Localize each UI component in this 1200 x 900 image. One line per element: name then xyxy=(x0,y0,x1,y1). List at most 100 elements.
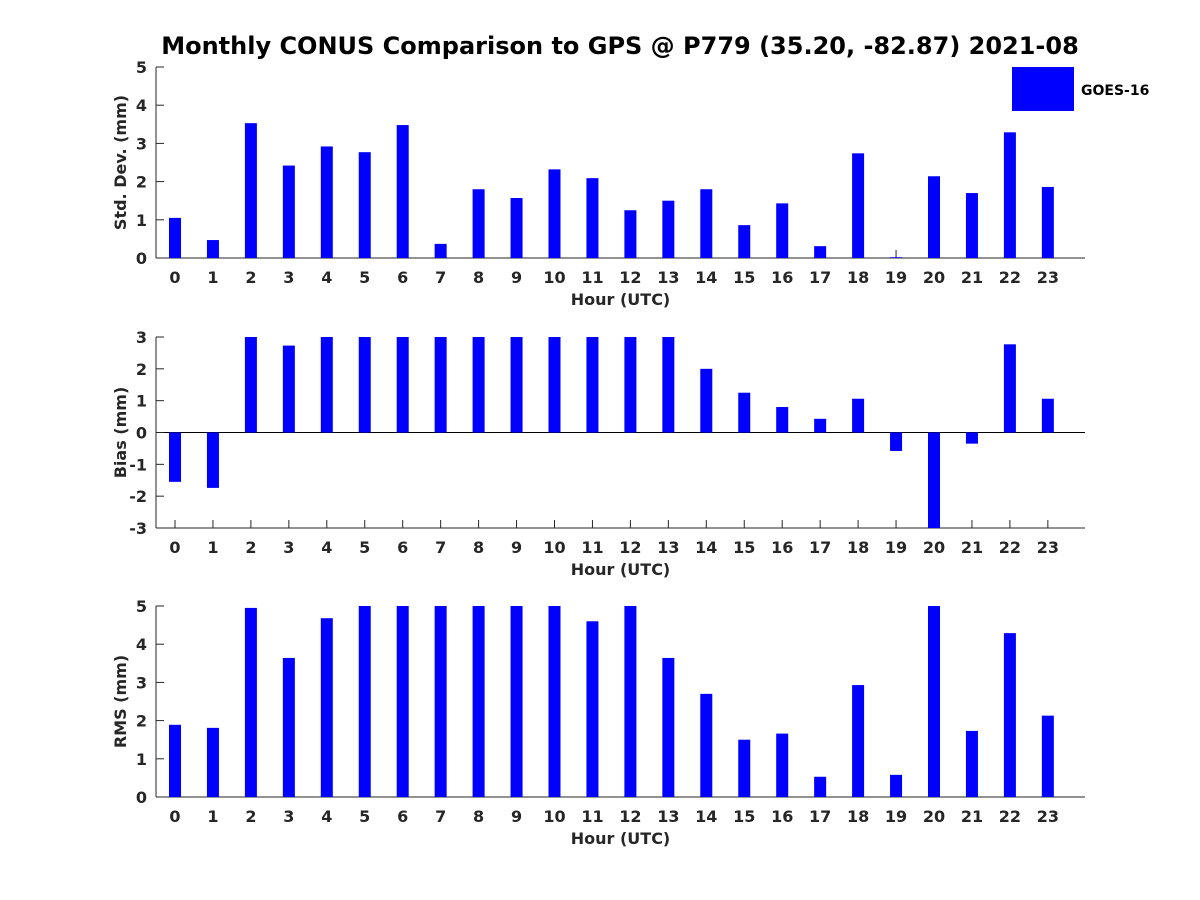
legend: GOES-16 xyxy=(1012,67,1149,111)
x-tick-label: 9 xyxy=(511,268,522,287)
x-tick-label: 14 xyxy=(695,538,717,557)
x-tick-label: 10 xyxy=(543,807,565,826)
y-tick-label: 0 xyxy=(136,424,147,443)
bar-rms-hour-19 xyxy=(890,774,903,797)
bar-bias-hour-9 xyxy=(510,337,523,433)
bar-bias-hour-19 xyxy=(890,432,903,451)
bar-std-dev-hour-0 xyxy=(169,217,181,258)
bar-bias-hour-0 xyxy=(169,432,181,482)
bar-bias-hour-11 xyxy=(586,337,599,433)
bar-rms-hour-2 xyxy=(244,607,257,797)
x-tick-label: 21 xyxy=(961,268,983,287)
chart-title: Monthly CONUS Comparison to GPS @ P779 (… xyxy=(161,32,1079,60)
bar-rms-hour-9 xyxy=(510,606,523,797)
y-tick-label: 5 xyxy=(136,597,147,616)
x-tick-label: 19 xyxy=(885,538,907,557)
legend-label: GOES-16 xyxy=(1081,83,1149,99)
x-tick-label: 6 xyxy=(397,807,408,826)
y-tick-label: -1 xyxy=(129,455,147,474)
x-tick-label: 3 xyxy=(283,268,294,287)
bar-bias-hour-18 xyxy=(852,398,865,433)
x-tick-label: 17 xyxy=(809,807,831,826)
x-tick-label: 7 xyxy=(435,807,446,826)
x-tick-label: 3 xyxy=(283,807,294,826)
bar-rms-hour-22 xyxy=(1003,633,1016,797)
bar-std-dev-hour-18 xyxy=(852,153,865,258)
bar-std-dev-hour-7 xyxy=(434,243,447,258)
x-tick-label: 20 xyxy=(923,268,945,287)
x-tick-label: 20 xyxy=(923,807,945,826)
bar-rms-hour-6 xyxy=(396,606,409,797)
bar-bias-hour-7 xyxy=(434,337,447,433)
x-tick-label: 4 xyxy=(321,538,332,557)
y-axis-label: RMS (mm) xyxy=(111,655,130,748)
bar-bias-hour-20 xyxy=(928,432,940,528)
x-tick-label: 23 xyxy=(1037,538,1059,557)
x-tick-label: 15 xyxy=(733,538,755,557)
x-axis-label: Hour (UTC) xyxy=(571,560,671,579)
bar-std-dev-hour-17 xyxy=(814,246,827,258)
y-tick-label: -2 xyxy=(129,487,147,506)
x-tick-label: 13 xyxy=(657,807,679,826)
bar-rms-hour-14 xyxy=(700,693,713,797)
x-tick-label: 22 xyxy=(999,268,1021,287)
bar-rms-hour-8 xyxy=(472,606,485,797)
x-tick-label: 21 xyxy=(961,538,983,557)
bar-rms-hour-11 xyxy=(586,621,599,797)
bar-bias-hour-10 xyxy=(548,337,561,433)
bar-std-dev-hour-19 xyxy=(890,257,903,259)
bar-rms-hour-23 xyxy=(1041,715,1054,797)
x-tick-label: 10 xyxy=(543,268,565,287)
bar-bias-hour-12 xyxy=(624,337,637,433)
y-tick-label: 3 xyxy=(136,328,147,347)
bar-rms-hour-4 xyxy=(320,618,333,797)
x-tick-label: 9 xyxy=(511,807,522,826)
bar-std-dev-hour-16 xyxy=(776,203,789,258)
x-tick-label: 12 xyxy=(619,268,641,287)
x-tick-label: 10 xyxy=(543,538,565,557)
x-tick-label: 0 xyxy=(169,807,180,826)
bar-std-dev-hour-2 xyxy=(244,123,257,259)
x-tick-label: 2 xyxy=(245,538,256,557)
x-axis-label: Hour (UTC) xyxy=(571,290,671,309)
bar-bias-hour-6 xyxy=(396,337,409,433)
x-tick-label: 20 xyxy=(923,538,945,557)
y-tick-label: 3 xyxy=(136,673,147,692)
legend-swatch xyxy=(1012,67,1074,111)
x-tick-label: 8 xyxy=(473,538,484,557)
x-tick-label: 2 xyxy=(245,268,256,287)
x-tick-label: 12 xyxy=(619,538,641,557)
bar-bias-hour-1 xyxy=(206,432,219,488)
x-tick-label: 13 xyxy=(657,268,679,287)
x-tick-label: 15 xyxy=(733,807,755,826)
bar-std-dev-hour-8 xyxy=(472,189,485,258)
bar-rms-hour-12 xyxy=(624,606,637,797)
x-tick-label: 16 xyxy=(771,807,793,826)
bar-bias-hour-22 xyxy=(1003,344,1016,433)
x-tick-label: 16 xyxy=(771,268,793,287)
bar-rms-hour-21 xyxy=(965,730,978,797)
x-tick-label: 15 xyxy=(733,268,755,287)
bar-bias-hour-3 xyxy=(282,345,295,433)
bar-rms-hour-17 xyxy=(814,776,827,797)
bar-bias-hour-4 xyxy=(320,337,333,433)
x-tick-label: 19 xyxy=(885,807,907,826)
x-tick-label: 11 xyxy=(581,807,603,826)
x-tick-label: 8 xyxy=(473,807,484,826)
x-tick-label: 1 xyxy=(207,538,218,557)
bar-std-dev-hour-6 xyxy=(396,125,409,259)
x-tick-label: 22 xyxy=(999,538,1021,557)
bar-std-dev-hour-3 xyxy=(282,165,295,258)
x-tick-label: 11 xyxy=(581,268,603,287)
x-tick-label: 6 xyxy=(397,268,408,287)
x-tick-label: 1 xyxy=(207,807,218,826)
y-tick-label: 4 xyxy=(136,635,147,654)
bar-std-dev-hour-5 xyxy=(358,152,371,258)
x-tick-label: 7 xyxy=(435,538,446,557)
bar-rms-hour-13 xyxy=(662,657,675,797)
x-tick-label: 0 xyxy=(169,538,180,557)
